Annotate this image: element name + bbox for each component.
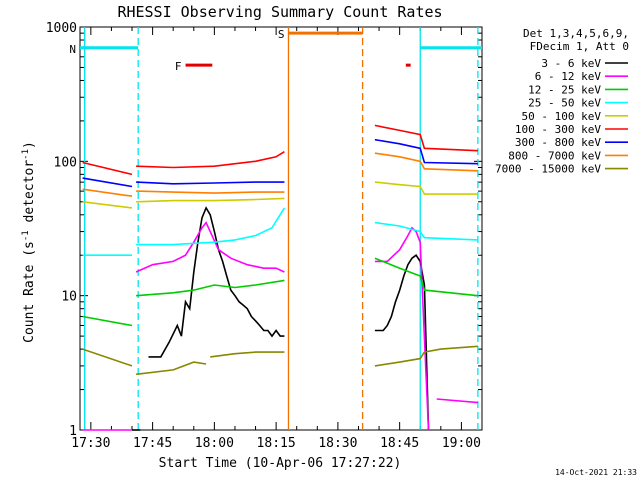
series-line — [148, 206, 285, 358]
flag-label: N — [69, 43, 76, 56]
series-line — [82, 348, 133, 367]
y-tick-label: 1000 — [46, 21, 77, 36]
series-line — [135, 221, 285, 273]
series-line — [82, 201, 133, 209]
y-axis-label-part: ) — [22, 141, 37, 149]
series-line — [82, 177, 133, 188]
series-line — [136, 181, 285, 185]
plot-area: 1 10 100 1000 17:30 17:45 18:00 18:15 18:30 18:45… — [46, 21, 483, 451]
series-line — [374, 138, 478, 165]
series-line — [136, 151, 285, 169]
y-axis-label-superscript: -1 — [21, 149, 31, 160]
legend-label: 25 - 50 keV — [528, 97, 601, 110]
series-line — [436, 398, 478, 404]
series-line — [374, 226, 430, 431]
y-axis-label-part: detector — [22, 160, 37, 231]
series-line — [136, 361, 207, 376]
x-axis-label: Start Time (10-Apr-06 17:27:22) — [159, 456, 402, 471]
legend-label: 800 - 7000 keV — [508, 149, 601, 162]
x-tick-label: 18:15 — [257, 436, 296, 451]
series-line — [82, 315, 133, 327]
flag-label: F — [175, 60, 182, 73]
series-line — [136, 197, 285, 203]
series-line — [136, 279, 285, 297]
legend-label: 3 - 6 keV — [541, 57, 601, 70]
legend-label: 7000 - 15000 keV — [495, 163, 601, 176]
series-line — [374, 181, 478, 195]
legend-label: 100 - 300 keV — [515, 123, 601, 136]
series-line — [82, 188, 133, 197]
series-line — [374, 124, 478, 152]
flag-label: S — [278, 28, 285, 41]
legend-label: 50 - 100 keV — [522, 110, 602, 123]
y-tick-label: 10 — [61, 290, 77, 305]
x-tick-label: 17:30 — [71, 436, 110, 451]
legend-header-line-2: FDecim 1, Att 0 — [530, 40, 629, 53]
legend-label: 12 - 25 keV — [528, 83, 601, 96]
x-tick-label: 18:45 — [380, 436, 419, 451]
series-line — [210, 351, 285, 358]
chart-title: RHESSI Observing Summary Count Rates — [117, 3, 442, 21]
series-line — [374, 221, 478, 241]
legend-label: 6 - 12 keV — [535, 70, 602, 83]
series-line — [374, 257, 478, 297]
x-tick-label: 17:45 — [133, 436, 172, 451]
x-tick-label: 18:30 — [318, 436, 357, 451]
series-line — [374, 254, 430, 431]
series-line — [374, 345, 478, 367]
plot-frame — [79, 26, 483, 431]
y-tick-label: 1 — [69, 424, 77, 439]
footer-date: 14-Oct-2021 21:33 — [555, 468, 637, 477]
legend-header-line-1: Det 1,3,4,5,6,9, — [523, 27, 629, 40]
y-axis-label-part: Count Rate (s — [22, 241, 37, 343]
x-tick-label: 19:00 — [442, 436, 481, 451]
y-axis-label: Count Rate (s-1 detector-1) — [21, 141, 37, 343]
y-tick-label: 100 — [54, 155, 77, 170]
series-line — [82, 161, 133, 176]
y-axis-label-superscript: -1 — [21, 230, 31, 241]
x-tick-label: 18:00 — [195, 436, 234, 451]
series-line — [374, 152, 478, 172]
series-line — [136, 207, 286, 246]
series-line — [136, 190, 285, 194]
legend-label: 300 - 800 keV — [515, 136, 601, 149]
